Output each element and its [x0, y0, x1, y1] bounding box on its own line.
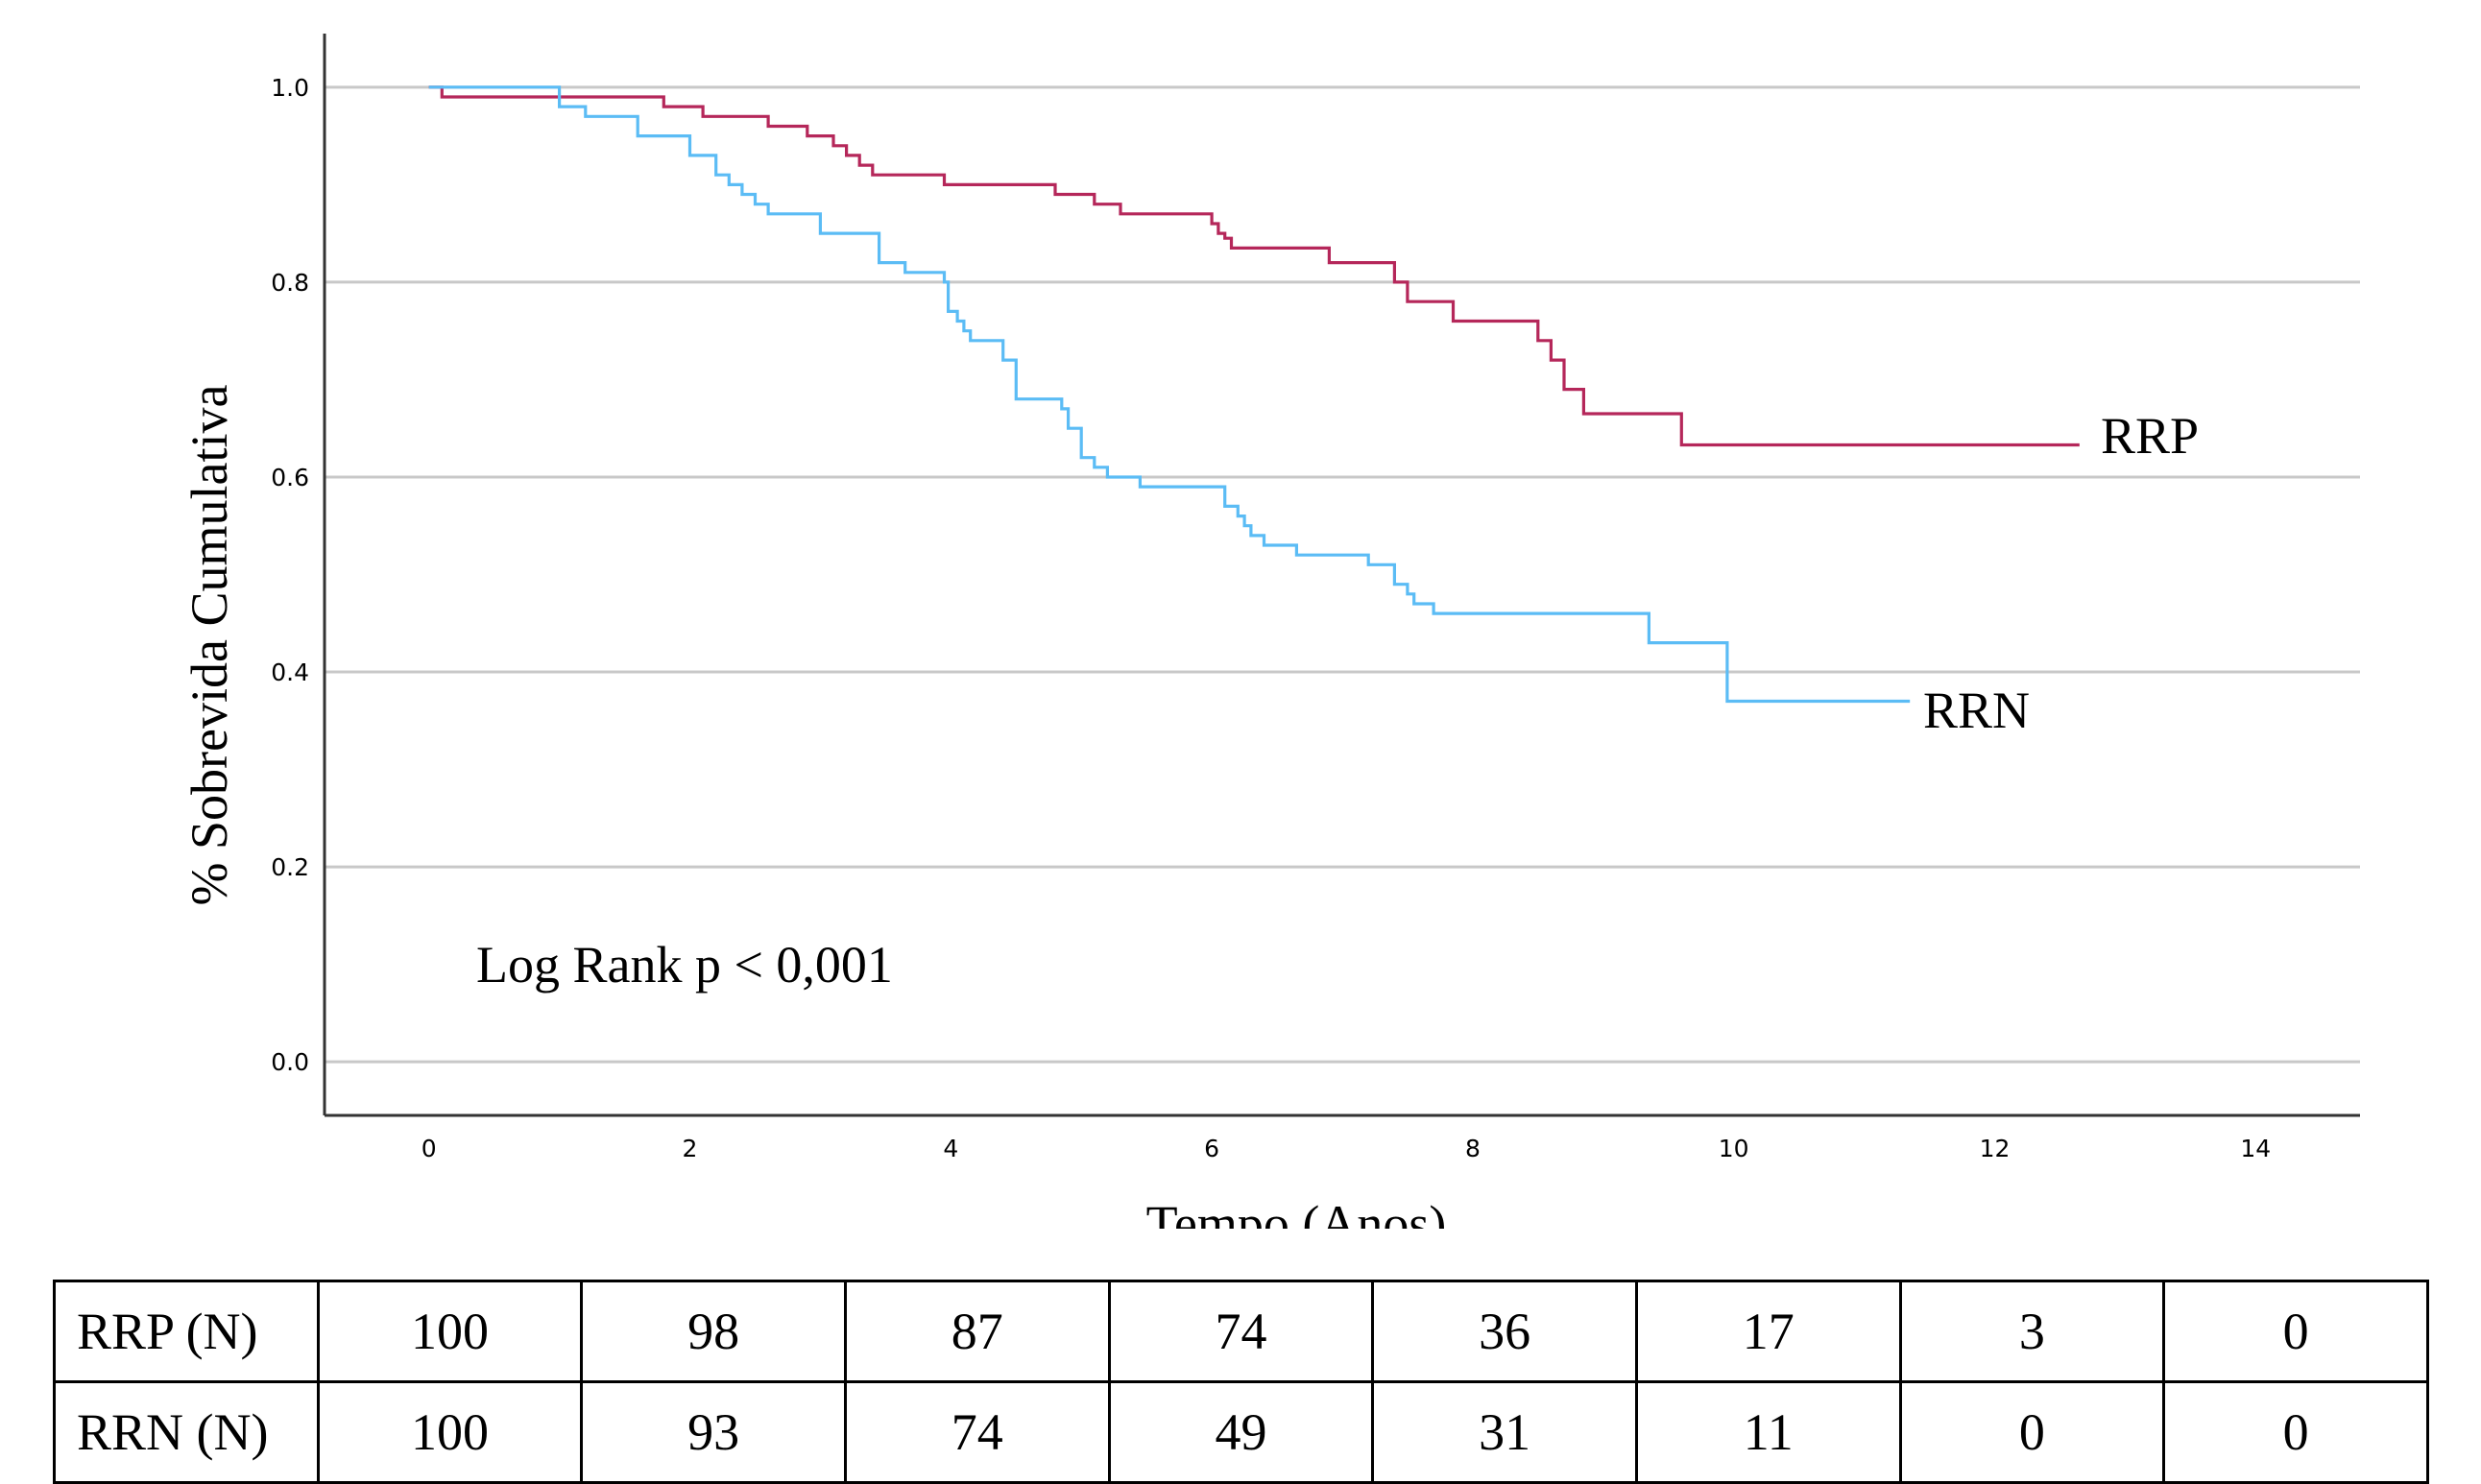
risk-row-label: RRP (N) [53, 1280, 320, 1383]
series-label-rrn: RRN [1923, 682, 2030, 739]
risk-table-cell: 3 [1898, 1280, 2166, 1383]
y-tick-label: 1.0 [271, 74, 309, 102]
x-axis-label: Tempo (Anos) [1146, 1195, 1447, 1229]
gridlines [325, 85, 2360, 1064]
risk-table-cell: 49 [1107, 1380, 1375, 1484]
y-tick-label: 0.2 [271, 853, 309, 881]
risk-table-cell: 17 [1634, 1280, 1902, 1383]
risk-table-cell: 98 [580, 1280, 847, 1383]
y-tick-label: 0.6 [271, 464, 309, 491]
risk-table-cell: 74 [843, 1380, 1111, 1484]
log-rank-annotation: Log Rank p < 0,001 [476, 936, 893, 993]
x-tick-label: 10 [1719, 1135, 1749, 1162]
risk-table-cell: 31 [1371, 1380, 1638, 1484]
risk-table-cell: 36 [1371, 1280, 1638, 1383]
tick-labels: 0.0 0.2 0.4 0.6 0.8 1.0 0 2 4 6 8 10 12 14 [271, 74, 2271, 1162]
x-tick-label: 2 [683, 1135, 698, 1162]
risk-row-label: RRN (N) [53, 1380, 320, 1484]
series-label-rrp: RRP [2101, 407, 2199, 465]
risk-table-cell: 11 [1634, 1380, 1902, 1484]
x-tick-label: 0 [422, 1135, 437, 1162]
y-tick-label: 0.0 [271, 1048, 309, 1076]
x-tick-label: 12 [1980, 1135, 2011, 1162]
risk-table-row: RRN (N) 100 93 74 49 31 11 0 0 [53, 1380, 2429, 1484]
series-group [428, 85, 2080, 704]
y-axis-label: % Sobrevida Cumulativa [181, 385, 238, 906]
x-tick-label: 4 [943, 1135, 958, 1162]
series-line-rrn [428, 85, 1911, 704]
risk-table-cell: 100 [316, 1280, 584, 1383]
risk-table-cell: 87 [843, 1280, 1111, 1383]
risk-table-cell: 0 [2162, 1380, 2429, 1484]
risk-table-cell: 0 [2162, 1280, 2429, 1383]
y-tick-label: 0.4 [271, 658, 309, 686]
survival-chart: 0.0 0.2 0.4 0.6 0.8 1.0 0 2 4 6 8 10 12 14 % Sobrevid… [181, 34, 2360, 1229]
axes [323, 34, 2360, 1117]
risk-table-row: RRP (N) 100 98 87 74 36 17 3 0 [53, 1280, 2429, 1383]
x-tick-label: 8 [1465, 1135, 1481, 1162]
x-tick-label: 14 [2240, 1135, 2271, 1162]
risk-table-cell: 100 [316, 1380, 584, 1484]
x-tick-label: 6 [1204, 1135, 1219, 1162]
risk-table-cell: 93 [580, 1380, 847, 1484]
risk-table-cell: 0 [1898, 1380, 2166, 1484]
series-line-rrp [428, 85, 2080, 447]
risk-table-cell: 74 [1107, 1280, 1375, 1383]
risk-table: RRP (N) 100 98 87 74 36 17 3 0 RRN (N) 100 93 74 49 31… [53, 1280, 2429, 1484]
y-tick-label: 0.8 [271, 269, 309, 297]
